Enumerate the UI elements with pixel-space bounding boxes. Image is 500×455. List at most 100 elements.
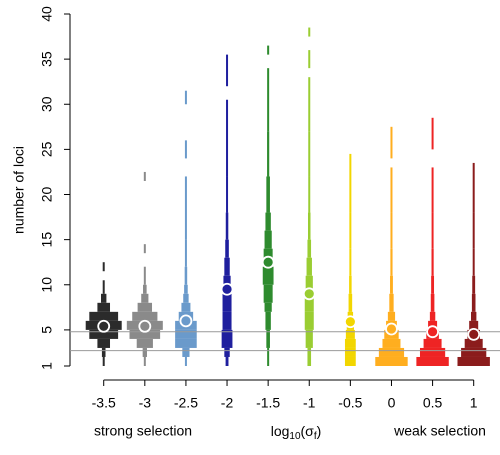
distribution-block — [222, 293, 232, 312]
distribution-block — [378, 347, 405, 357]
distribution-block — [472, 212, 475, 249]
x-tick-label: -2 — [221, 395, 234, 411]
distribution-block — [184, 90, 187, 105]
distribution-block — [416, 356, 449, 366]
distribution-block — [266, 176, 270, 213]
distribution-block — [102, 280, 105, 294]
distribution-block — [308, 27, 311, 37]
distribution-block — [389, 293, 394, 312]
distribution-block — [431, 212, 434, 249]
distribution-block — [143, 356, 146, 366]
y-tick-label: 15 — [39, 232, 55, 248]
distribution-block — [142, 347, 147, 357]
distribution-block — [267, 68, 270, 132]
distribution-block — [224, 347, 230, 357]
distribution-block — [472, 248, 475, 276]
distribution-block — [419, 347, 446, 357]
x-tick-label: 0 — [388, 395, 396, 411]
distribution-block — [175, 329, 197, 339]
distribution-block — [226, 54, 229, 87]
distribution-block — [183, 293, 189, 303]
distribution-block — [181, 302, 191, 312]
distribution-block — [345, 329, 355, 339]
distribution-block — [390, 126, 393, 159]
mean-marker — [302, 287, 316, 301]
x-tick-label: -3 — [139, 395, 152, 411]
distribution-block — [221, 329, 233, 348]
distribution-block — [184, 284, 188, 294]
x-label-part: ) — [317, 423, 322, 439]
distribution-block — [431, 275, 435, 294]
distribution-block — [306, 257, 312, 276]
mean-marker — [97, 319, 111, 333]
distribution-block — [184, 266, 188, 285]
distribution-block — [222, 311, 232, 330]
distribution-block — [226, 176, 229, 213]
distribution-block — [344, 356, 356, 366]
distribution-block — [349, 153, 352, 213]
distribution-block — [262, 266, 274, 285]
x-axis-label: log10(σf) — [271, 423, 322, 442]
distribution-block — [225, 356, 229, 366]
distribution-block — [102, 356, 105, 366]
x-label-part: (σ — [301, 423, 315, 439]
distribution-block — [184, 176, 187, 240]
distribution-block — [308, 77, 311, 132]
mean-marker — [138, 319, 152, 333]
distribution-block — [457, 356, 490, 366]
distribution-block — [431, 248, 434, 276]
distribution-block — [472, 162, 475, 213]
distribution-block — [89, 329, 119, 339]
x-label-part: log — [271, 423, 290, 439]
distribution-block — [265, 311, 271, 330]
distribution-block — [97, 338, 111, 348]
distribution-block — [267, 131, 270, 177]
y-tick-label: 35 — [39, 51, 55, 67]
distribution-block — [225, 212, 229, 240]
distribution-block — [267, 347, 270, 366]
distribution-block — [263, 284, 273, 303]
distribution-block — [224, 257, 230, 276]
distribution-block — [143, 284, 147, 294]
distribution-block — [471, 293, 476, 312]
annotation: strong selection — [94, 423, 192, 439]
mean-marker — [426, 325, 439, 339]
distribution-block — [137, 302, 153, 312]
distribution-block — [470, 311, 477, 321]
distribution-block — [265, 212, 271, 231]
y-tick-label: 20 — [39, 187, 55, 203]
x-tick-label: 0.5 — [423, 395, 443, 411]
distribution-block — [308, 176, 311, 213]
mean-marker — [467, 328, 481, 341]
x-tick-label: -1 — [303, 395, 316, 411]
distribution-block — [349, 275, 352, 294]
distribution-block — [305, 275, 313, 294]
distribution-block — [430, 293, 435, 312]
distribution-block — [307, 347, 312, 366]
distribution-block — [461, 347, 487, 357]
distribution-block — [429, 311, 436, 321]
distribution-block — [308, 50, 311, 69]
distribution-block — [308, 131, 311, 177]
mean-marker — [220, 282, 234, 296]
x-tick-label: 1 — [470, 395, 478, 411]
distribution-block — [431, 167, 434, 213]
distribution-block — [184, 140, 187, 159]
distribution-block — [304, 311, 314, 330]
distribution-block — [184, 239, 187, 267]
distribution-block — [305, 329, 313, 348]
distribution-block — [143, 266, 146, 285]
distribution-block — [264, 230, 272, 249]
distribution-block — [307, 239, 312, 258]
distribution-block — [89, 311, 119, 321]
annotation: weak selection — [393, 423, 486, 439]
distribution-block — [141, 293, 149, 303]
distribution-block — [349, 248, 352, 276]
distribution-block — [387, 311, 396, 321]
y-tick-label: 1 — [39, 362, 55, 370]
distribution-block — [101, 293, 107, 303]
y-tick-label: 5 — [39, 326, 55, 334]
distribution-block — [132, 311, 158, 321]
distribution-block — [184, 356, 187, 366]
distribution-block — [469, 320, 479, 330]
